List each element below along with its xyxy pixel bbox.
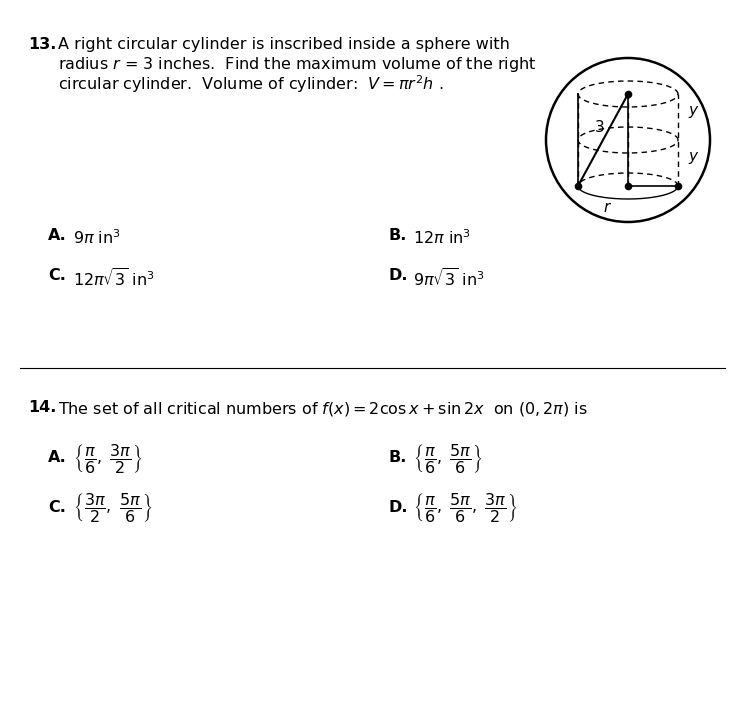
Text: circular cylinder.  Volume of cylinder:  $V = \pi r^2 h$ .: circular cylinder. Volume of cylinder: $… xyxy=(58,73,443,95)
Text: A right circular cylinder is inscribed inside a sphere with: A right circular cylinder is inscribed i… xyxy=(58,37,510,52)
Text: $\left\{\dfrac{3\pi}{2},\ \dfrac{5\pi}{6}\right\}$: $\left\{\dfrac{3\pi}{2},\ \dfrac{5\pi}{6… xyxy=(73,491,152,525)
Text: $r$: $r$ xyxy=(603,200,612,215)
Text: C.: C. xyxy=(48,268,66,283)
Text: B.: B. xyxy=(388,450,406,466)
Text: 13.: 13. xyxy=(28,37,57,52)
Text: D.: D. xyxy=(388,501,408,515)
Text: $\left\{\dfrac{\pi}{6},\ \dfrac{5\pi}{6},\ \dfrac{3\pi}{2}\right\}$: $\left\{\dfrac{\pi}{6},\ \dfrac{5\pi}{6}… xyxy=(413,491,518,525)
Text: $9\pi\sqrt{3}$ in$^3$: $9\pi\sqrt{3}$ in$^3$ xyxy=(413,268,484,290)
Text: C.: C. xyxy=(48,501,66,515)
Text: 3: 3 xyxy=(595,121,605,135)
Text: $\left\{\dfrac{\pi}{6},\ \dfrac{3\pi}{2}\right\}$: $\left\{\dfrac{\pi}{6},\ \dfrac{3\pi}{2}… xyxy=(73,442,142,474)
Text: 14.: 14. xyxy=(28,400,57,415)
Text: $\left\{\dfrac{\pi}{6},\ \dfrac{5\pi}{6}\right\}$: $\left\{\dfrac{\pi}{6},\ \dfrac{5\pi}{6}… xyxy=(413,442,483,474)
Text: The set of all critical numbers of $f(x) = 2\cos x + \sin 2x$  on $(0, 2\pi)$ is: The set of all critical numbers of $f(x)… xyxy=(58,400,588,418)
Text: $9\pi$ in$^3$: $9\pi$ in$^3$ xyxy=(73,228,121,247)
Text: $y$: $y$ xyxy=(688,104,700,120)
Text: $12\pi\sqrt{3}$ in$^3$: $12\pi\sqrt{3}$ in$^3$ xyxy=(73,268,155,290)
Text: D.: D. xyxy=(388,268,408,283)
Text: radius $r$ = 3 inches.  Find the maximum volume of the right: radius $r$ = 3 inches. Find the maximum … xyxy=(58,55,536,74)
Text: A.: A. xyxy=(48,450,67,466)
Text: B.: B. xyxy=(388,228,406,243)
Text: A.: A. xyxy=(48,228,67,243)
Text: $12\pi$ in$^3$: $12\pi$ in$^3$ xyxy=(413,228,471,247)
Text: $y$: $y$ xyxy=(688,150,700,166)
